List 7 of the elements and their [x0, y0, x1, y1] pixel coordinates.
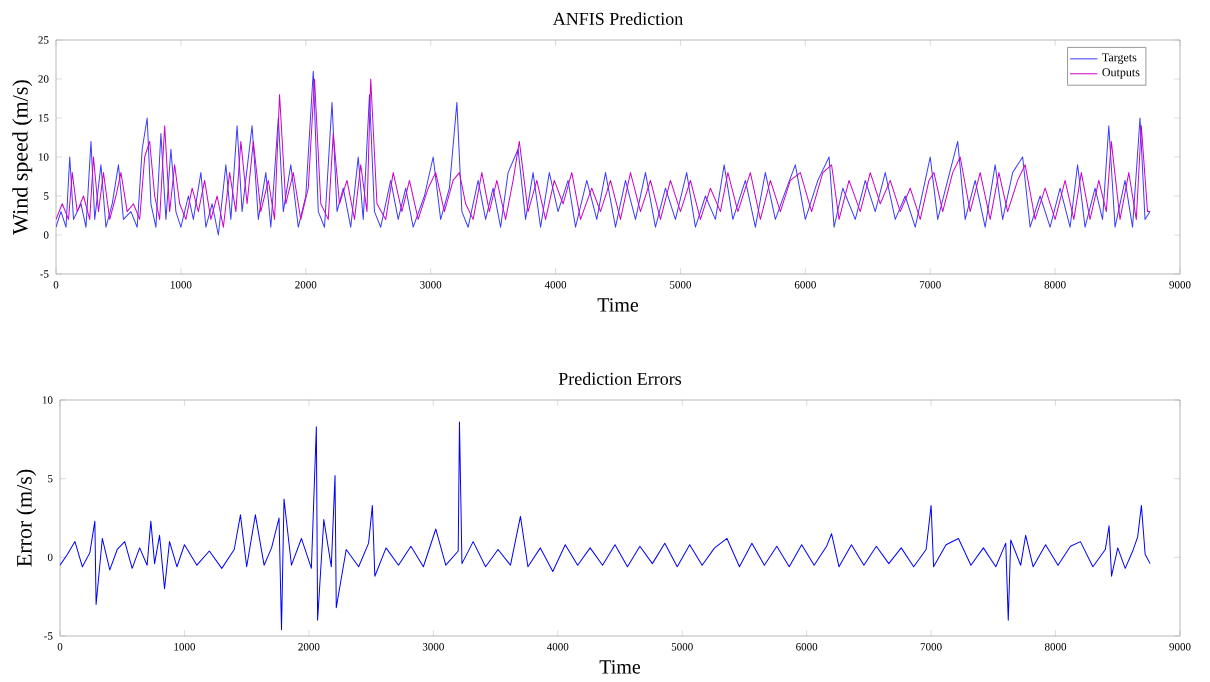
chart-title: ANFIS Prediction	[552, 12, 683, 25]
line-series	[60, 421, 1151, 631]
x-axis-title: Time	[597, 298, 639, 312]
y-axis-title: Error (m/s)	[16, 469, 37, 567]
chart-title: Prediction Errors	[558, 372, 682, 385]
x-axis-title: Time	[599, 660, 641, 674]
y-axis-title: Wind speed (m/s)	[12, 80, 33, 235]
